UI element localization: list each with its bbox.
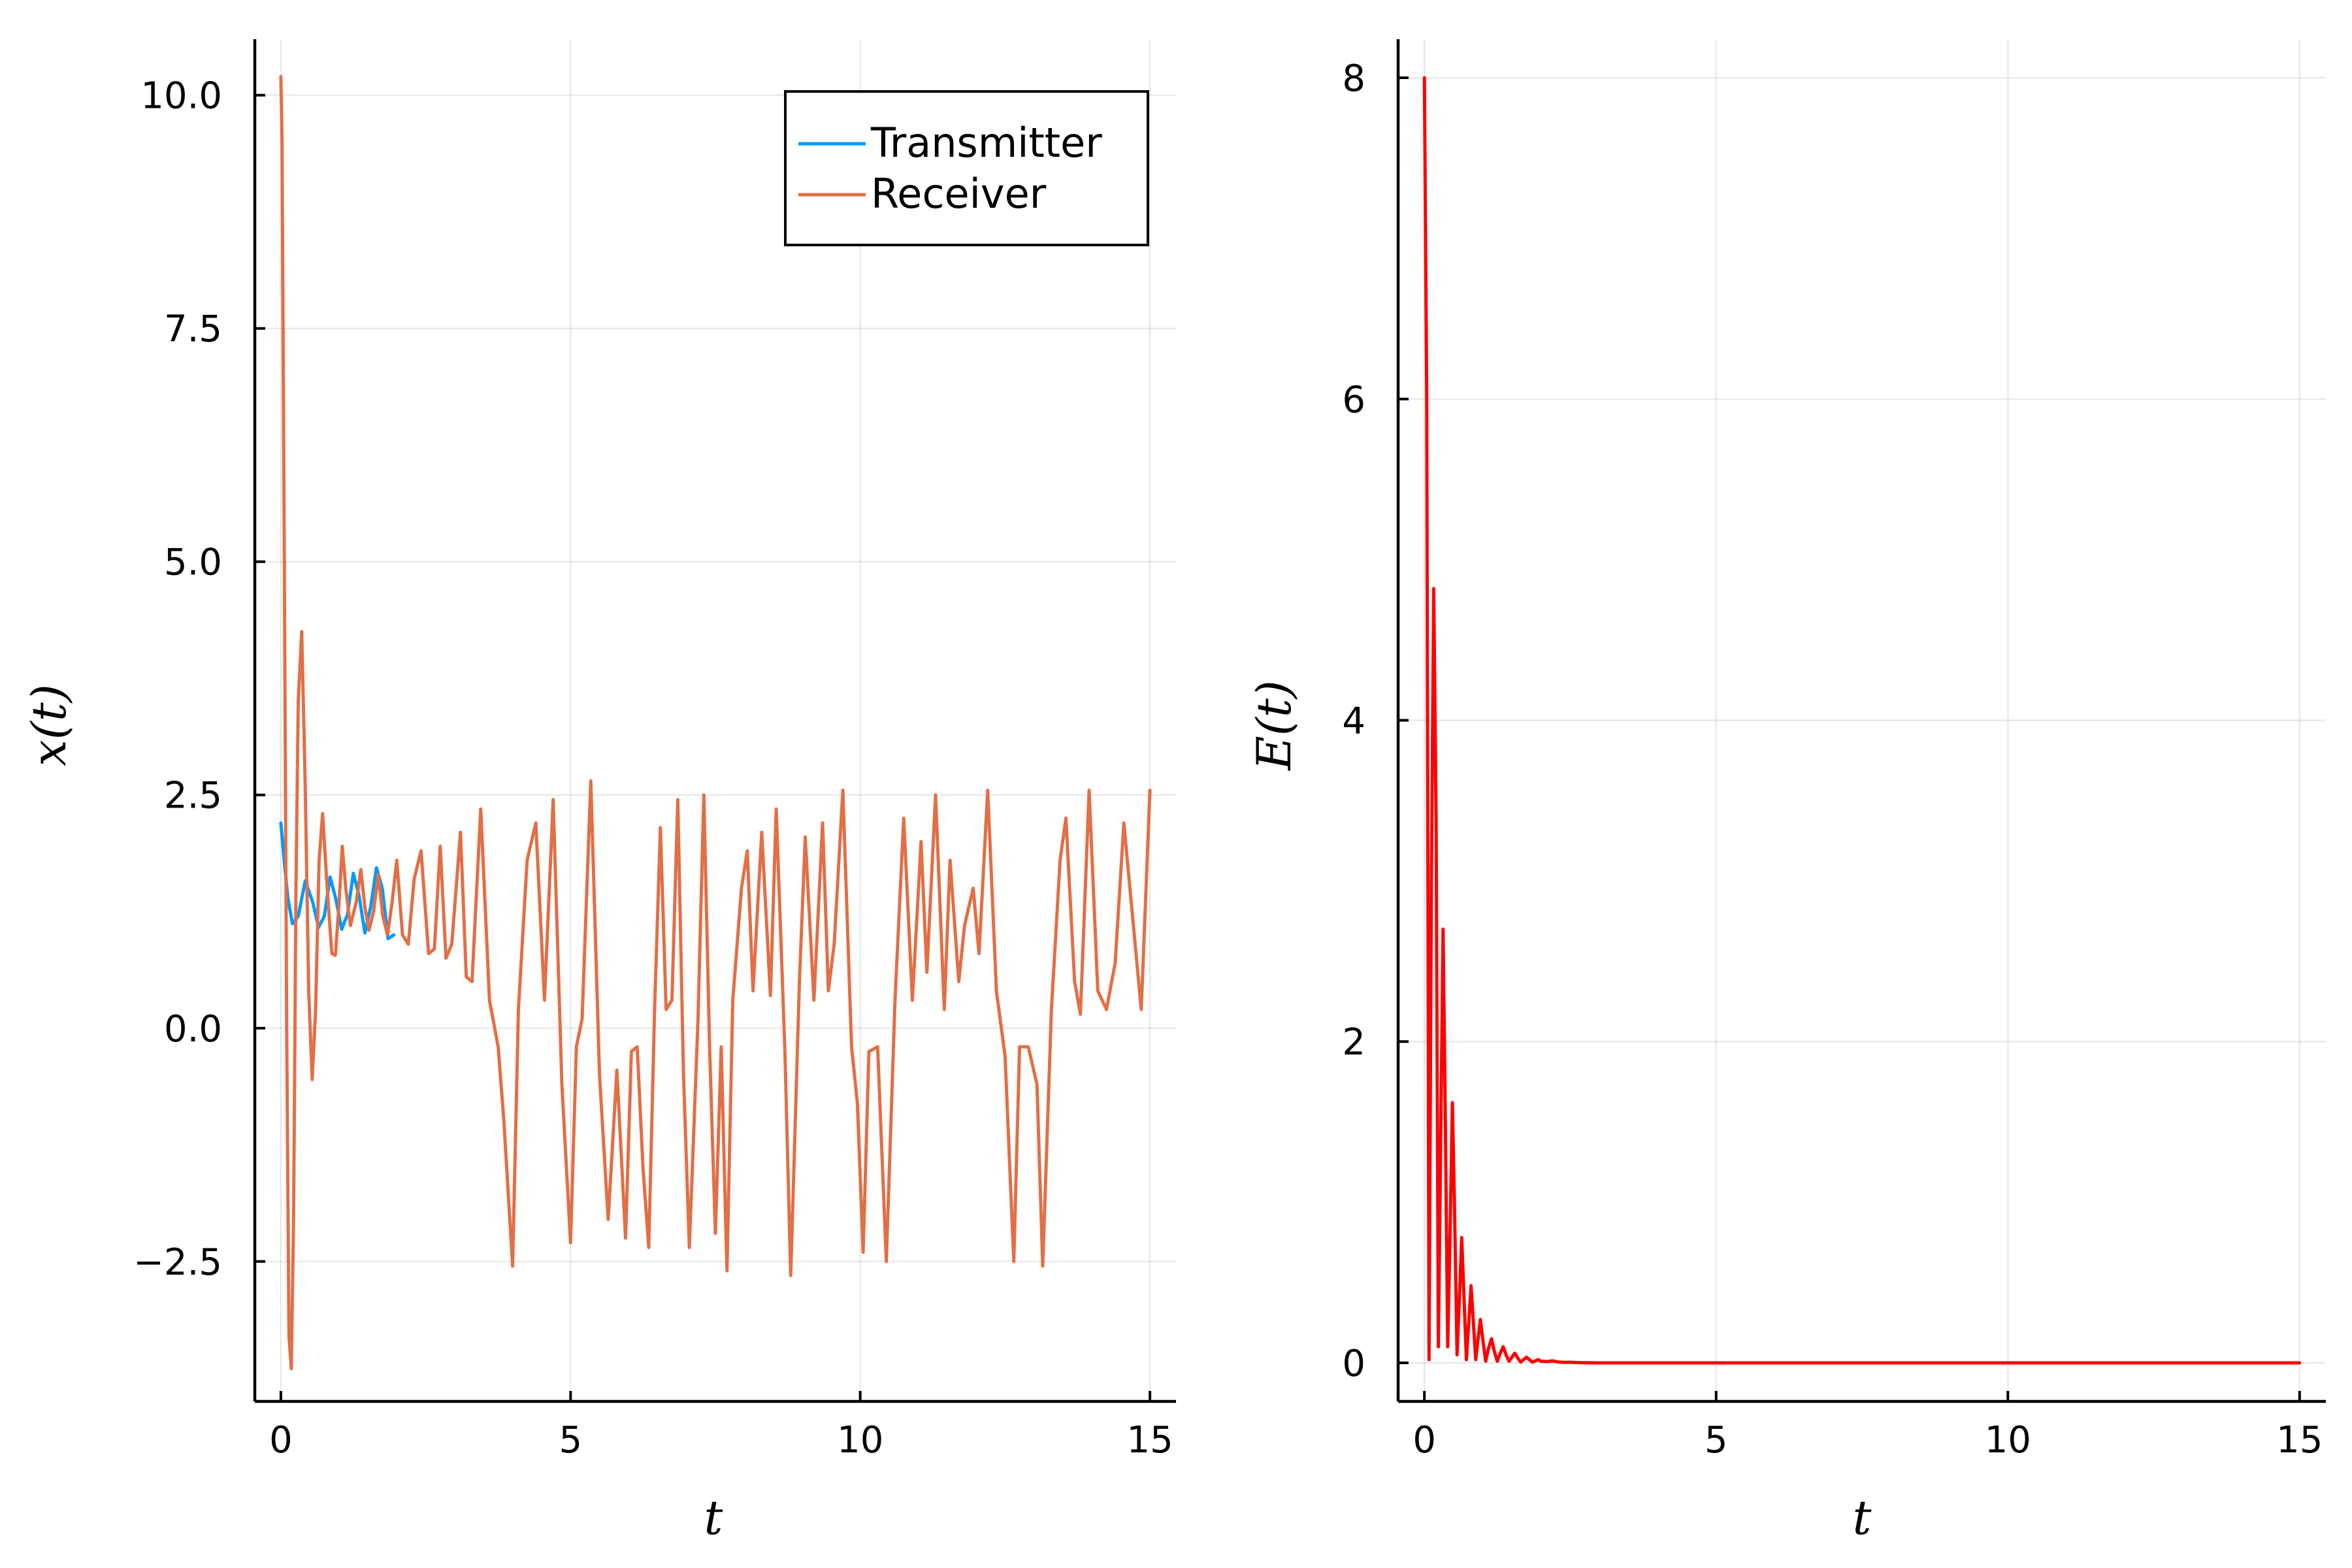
right-y-axis-label: E(t): [1247, 680, 1301, 772]
right-chart: 0 5 10 15 0 2 4 6 8 t E(t): [1247, 39, 2326, 1545]
right-x-axis-label: t: [1853, 1490, 1872, 1545]
left-x-axis-label: t: [704, 1490, 724, 1545]
left-y-tick-label-0: −2.5: [133, 1241, 222, 1284]
left-chart: 0 5 10 15 −2.5 0.0 2.5 5.0 7.5 10.0 t x(t) Transm…: [22, 39, 1176, 1545]
left-x-tick-label-2: 10: [837, 1419, 883, 1462]
left-y-tick-label-5: 10.0: [140, 75, 222, 118]
left-y-tick-label-2: 2.5: [164, 775, 222, 817]
left-y-axis-label: x(t): [22, 684, 76, 766]
legend: Transmitter Receiver: [784, 90, 1149, 246]
right-y-tick-label-2: 4: [1342, 700, 1365, 743]
left-series-receiver: [279, 74, 1152, 1371]
right-x-tick-label-2: 10: [1985, 1419, 2031, 1462]
left-x-tick-label-3: 15: [1126, 1419, 1173, 1462]
left-y-tick-label-1: 0.0: [164, 1008, 222, 1051]
left-y-tick-label-4: 7.5: [164, 308, 222, 351]
legend-label-receiver: Receiver: [871, 170, 1047, 218]
left-x-tick-label-1: 5: [559, 1419, 582, 1462]
right-y-tick-label-4: 8: [1342, 57, 1365, 100]
right-x-tick-label-1: 5: [1705, 1419, 1728, 1462]
right-y-tick-label-3: 6: [1342, 379, 1365, 421]
right-x-tick-label-3: 15: [2276, 1419, 2323, 1462]
left-y-tick-label-3: 5.0: [164, 542, 222, 584]
right-series-series-0: [1422, 76, 2302, 1365]
legend-box: [784, 90, 1149, 246]
left-x-tick-label-0: 0: [269, 1419, 293, 1462]
legend-label-transmitter: Transmitter: [870, 119, 1102, 167]
right-y-tick-label-0: 0: [1342, 1343, 1365, 1385]
right-x-tick-label-0: 0: [1413, 1419, 1436, 1462]
right-y-tick-label-1: 2: [1342, 1021, 1365, 1064]
